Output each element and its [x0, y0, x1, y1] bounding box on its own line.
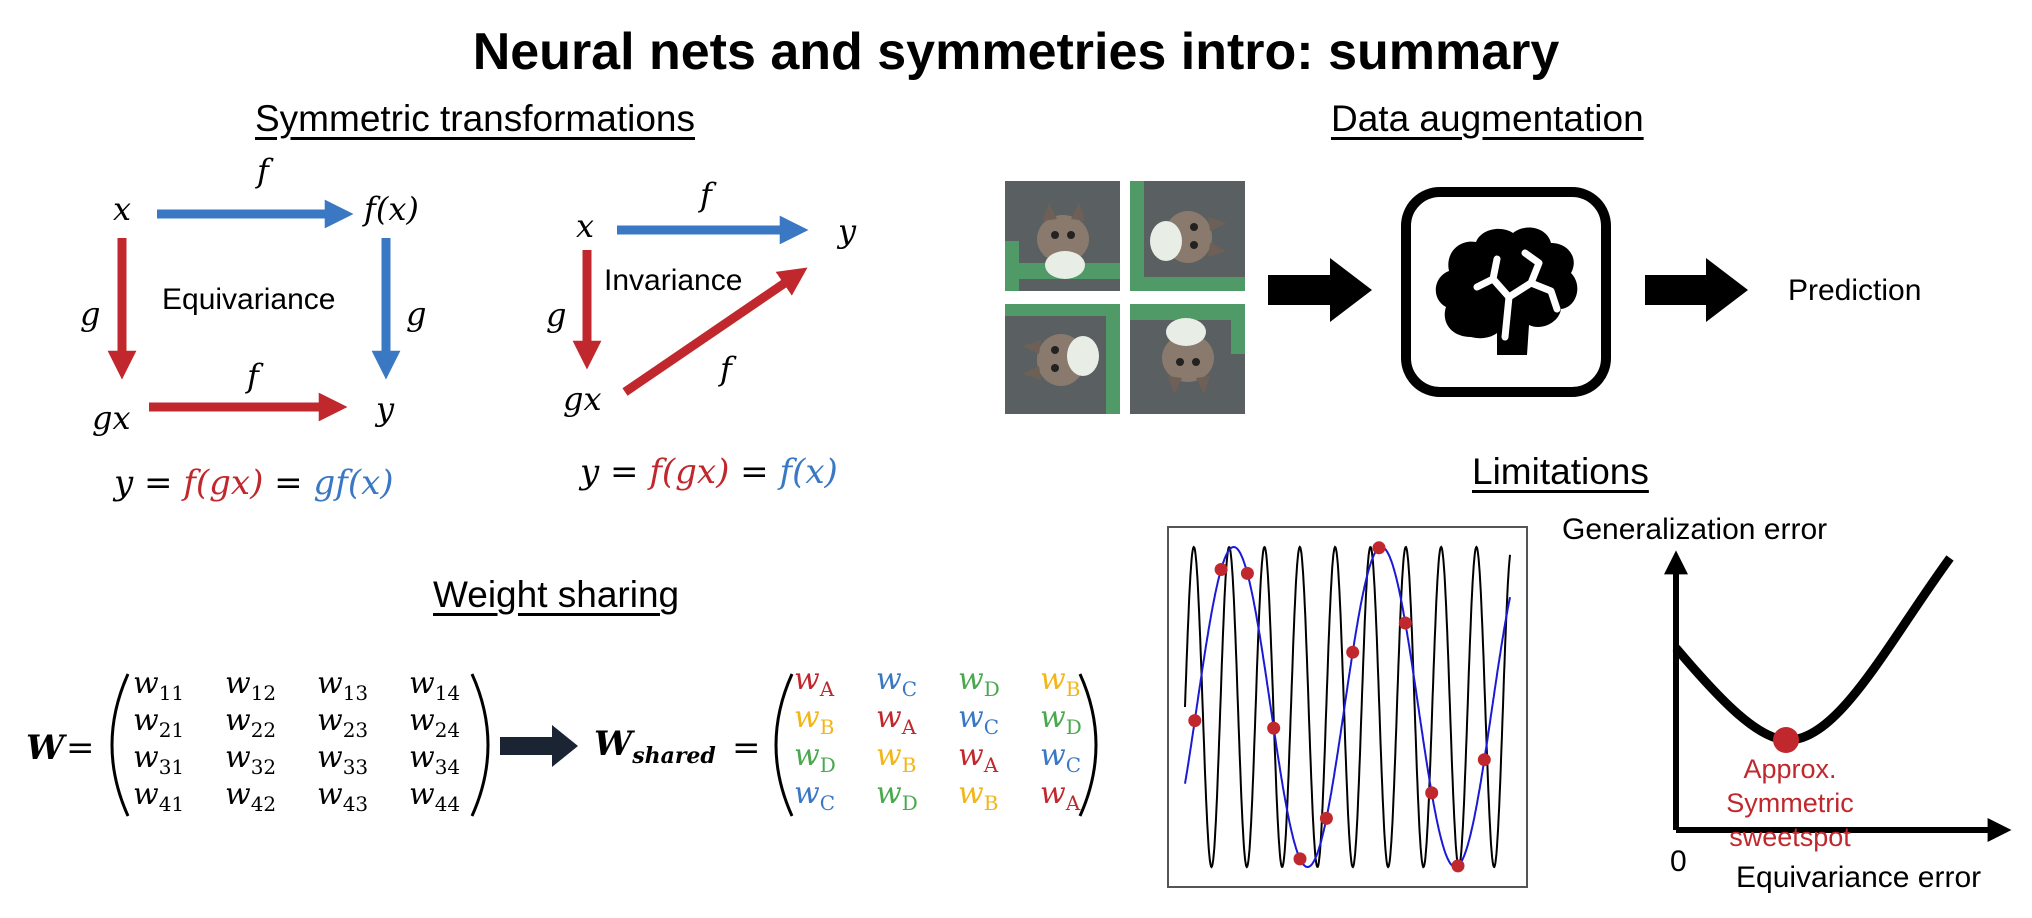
- matrix-cell: wC: [794, 776, 835, 815]
- matrix-cell: wB: [794, 700, 835, 739]
- matrix-cell: wA: [876, 700, 917, 739]
- matrix-cell: w31: [133, 740, 185, 779]
- equi-f-top-label: f: [257, 152, 269, 190]
- sample-point: [1398, 616, 1412, 630]
- inv-f-top-label: f: [700, 176, 712, 214]
- kitten-image-rotated-180: [1130, 304, 1245, 414]
- matrix-cell: wC: [876, 662, 917, 701]
- sample-point: [1188, 714, 1202, 728]
- matrix-cell: wC: [958, 700, 999, 739]
- matrix-cell: w33: [317, 740, 369, 779]
- matrix-cell: w34: [409, 740, 461, 779]
- matrix-cell: wB: [958, 776, 999, 815]
- matrix-cell: w11: [133, 666, 185, 705]
- matrix-cell: w21: [133, 703, 185, 742]
- augment-arrow-2: [1645, 258, 1748, 322]
- sample-point: [1214, 563, 1228, 576]
- matrix-cell: w14: [409, 666, 461, 705]
- matrix-cell: wD: [794, 738, 836, 777]
- equi-g-left-label: g: [80, 295, 101, 333]
- sweetspot-label: Approx. Symmetric sweetspot: [1726, 754, 1854, 852]
- matrix-cell: wD: [958, 662, 1000, 701]
- equi-f-bottom-label: f: [247, 357, 259, 395]
- matrix-cell: wD: [876, 776, 918, 815]
- matrix-cell: w13: [317, 666, 369, 705]
- error-curve: [1672, 555, 1954, 745]
- sample-point: [1477, 753, 1491, 767]
- equi-fx-label: f(x): [364, 190, 419, 228]
- matrix-cell: wA: [958, 738, 999, 777]
- invariance-equation: y = f(gx) = f(x): [580, 452, 838, 492]
- sample-point: [1346, 645, 1360, 659]
- origin-label: 0: [1670, 845, 1687, 878]
- matrix-cell: w23: [317, 703, 369, 742]
- matrix-cell: w44: [409, 777, 461, 816]
- matrix-cell: wA: [1040, 776, 1081, 815]
- symmetric-transformations-heading: Symmetric transformations: [255, 98, 695, 139]
- invariance-label: Invariance: [604, 264, 743, 297]
- inv-x-label: x: [576, 207, 595, 245]
- matrix-cell: wB: [1040, 662, 1081, 701]
- kitten-image-original: [1005, 181, 1120, 291]
- equivariance-equation: y = f(gx) = gf(x): [114, 463, 394, 503]
- sample-point: [1293, 852, 1307, 866]
- brain-icon: [1401, 187, 1611, 397]
- y-axis-label: Generalization error: [1562, 513, 1828, 546]
- equi-g-right-label: g: [406, 295, 427, 333]
- data-augmentation-heading: Data augmentation: [1331, 98, 1644, 139]
- x-axis-label: Equivariance error: [1736, 861, 1982, 894]
- augment-arrow-1: [1268, 258, 1372, 322]
- matrix-cell: w12: [225, 666, 277, 705]
- matrix-cell: w22: [225, 703, 277, 742]
- inv-y-label: y: [838, 212, 857, 250]
- sample-point: [1267, 721, 1281, 735]
- matrix-cell: wD: [1040, 700, 1082, 739]
- sample-point: [1240, 566, 1254, 580]
- sample-point: [1451, 859, 1465, 873]
- prediction-label: Prediction: [1788, 274, 1922, 307]
- inv-g-left-label: g: [546, 296, 567, 334]
- kitten-image-rotated-270: [1005, 304, 1120, 414]
- sample-point: [1372, 541, 1386, 555]
- W-equals: =: [66, 728, 95, 768]
- equi-y-label: y: [376, 390, 395, 428]
- equi-gx-label: gx: [92, 399, 131, 437]
- matrix-cell: wC: [1040, 738, 1081, 777]
- sample-point: [1319, 811, 1333, 825]
- matrix-cell: w42: [225, 777, 277, 816]
- matrix-cell: w41: [133, 777, 185, 816]
- model-box: [1401, 187, 1611, 397]
- page-title: Neural nets and symmetries intro: summar…: [472, 23, 1560, 81]
- matrix-cell: wB: [876, 738, 917, 777]
- matrix-cell: w24: [409, 703, 461, 742]
- equivariance-label: Equivariance: [162, 283, 336, 316]
- W-shared-equals: =: [732, 728, 761, 768]
- inv-f-diag-arrow: [622, 267, 808, 396]
- kitten-image-rotated-90: [1130, 181, 1245, 291]
- weight-sharing-heading: Weight sharing: [433, 574, 680, 615]
- matrix-cell: w32: [225, 740, 277, 779]
- matrix-cell: w43: [317, 777, 369, 816]
- W-shared-label: Wshared: [594, 724, 716, 769]
- sweetspot-dot: [1773, 727, 1799, 753]
- limitations-heading: Limitations: [1472, 451, 1649, 492]
- W-label: W: [26, 728, 65, 768]
- inv-gx-label: gx: [563, 380, 602, 418]
- equi-x-label: x: [113, 190, 132, 228]
- weight-sharing-arrow: [500, 725, 578, 767]
- sample-point: [1425, 786, 1439, 800]
- matrix-cell: wA: [794, 662, 835, 701]
- inv-f-diag-label: f: [720, 350, 732, 388]
